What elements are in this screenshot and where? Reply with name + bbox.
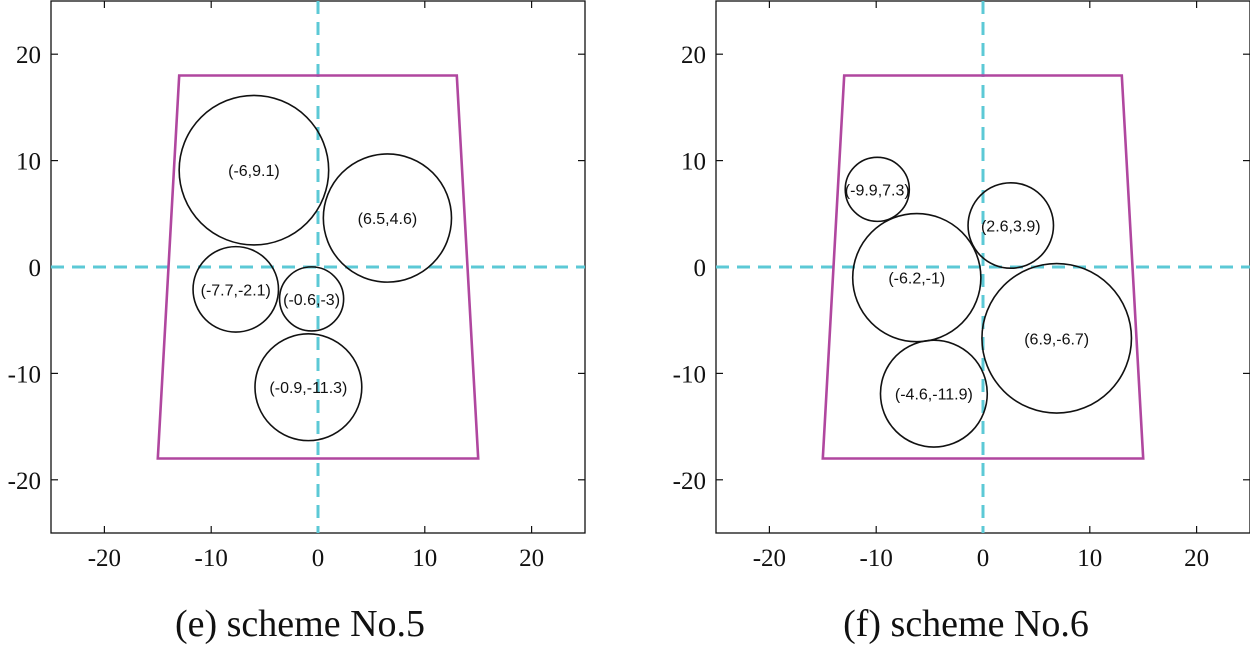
circle-mark xyxy=(967,181,1055,270)
circle-label: (-6,9.1) xyxy=(228,163,280,180)
y-tick-label: -20 xyxy=(673,468,706,495)
circle-mark xyxy=(981,262,1133,414)
x-tick-label: -10 xyxy=(860,545,893,572)
circle-mark xyxy=(322,153,453,283)
circle-label: (-0.9,-11.3) xyxy=(269,380,347,397)
chart-panel-e: -20 -10 0 10 20 -20 -10 0 10 20 (-6,9.1) (6.5,4.6) (… xyxy=(8,0,586,645)
circle-label: (-9.9,7.3) xyxy=(845,182,910,199)
y-tick-label: 10 xyxy=(16,149,41,176)
y-tick-label: -20 xyxy=(8,468,41,495)
chart-panel-f: -20 -10 0 10 20 -20 -10 0 10 20 (-9.9,7.3) (2.6,3.9… xyxy=(673,0,1250,645)
x-tick-label: -20 xyxy=(88,545,121,572)
x-tick-label: -20 xyxy=(753,545,786,572)
circle-mark xyxy=(192,245,280,333)
circle-mark xyxy=(844,156,911,223)
circle-label: (-0.6,-3) xyxy=(283,292,340,309)
x-tick-label: 0 xyxy=(312,545,325,572)
x-tick-label: 20 xyxy=(519,545,544,572)
circle-label: (-6.2,-1) xyxy=(888,271,945,288)
circle-label: (-7.7,-2.1) xyxy=(201,282,271,299)
y-tick-label: 0 xyxy=(29,255,42,282)
circle-label: (-4.6,-11.9) xyxy=(895,387,973,404)
circle-mark xyxy=(879,339,989,448)
y-tick-label: 20 xyxy=(16,42,41,69)
panel-caption: (e) scheme No.5 xyxy=(175,603,425,645)
circle-mark xyxy=(254,333,363,442)
circle-label: (2.6,3.9) xyxy=(981,219,1041,236)
y-tick-label: 0 xyxy=(694,255,707,282)
x-tick-label: 0 xyxy=(977,545,990,572)
y-tick-label: 10 xyxy=(681,149,706,176)
boundary-trapezoid xyxy=(156,74,480,460)
panel-caption: (f) scheme No.6 xyxy=(843,603,1089,645)
x-tick-label: 10 xyxy=(1077,545,1102,572)
y-tick-label: -10 xyxy=(8,361,41,388)
y-tick-label: 20 xyxy=(681,42,706,69)
x-tick-label: -10 xyxy=(195,545,228,572)
y-tick-label: -10 xyxy=(673,361,706,388)
x-tick-label: 10 xyxy=(412,545,437,572)
x-tick-label: 20 xyxy=(1184,545,1209,572)
circle-label: (6.5,4.6) xyxy=(358,211,418,228)
boundary-trapezoid xyxy=(821,74,1145,460)
circle-mark xyxy=(851,212,982,343)
circle-mark xyxy=(178,94,330,246)
circle-label: (6.9,-6.7) xyxy=(1024,331,1089,348)
circle-mark xyxy=(278,266,345,332)
